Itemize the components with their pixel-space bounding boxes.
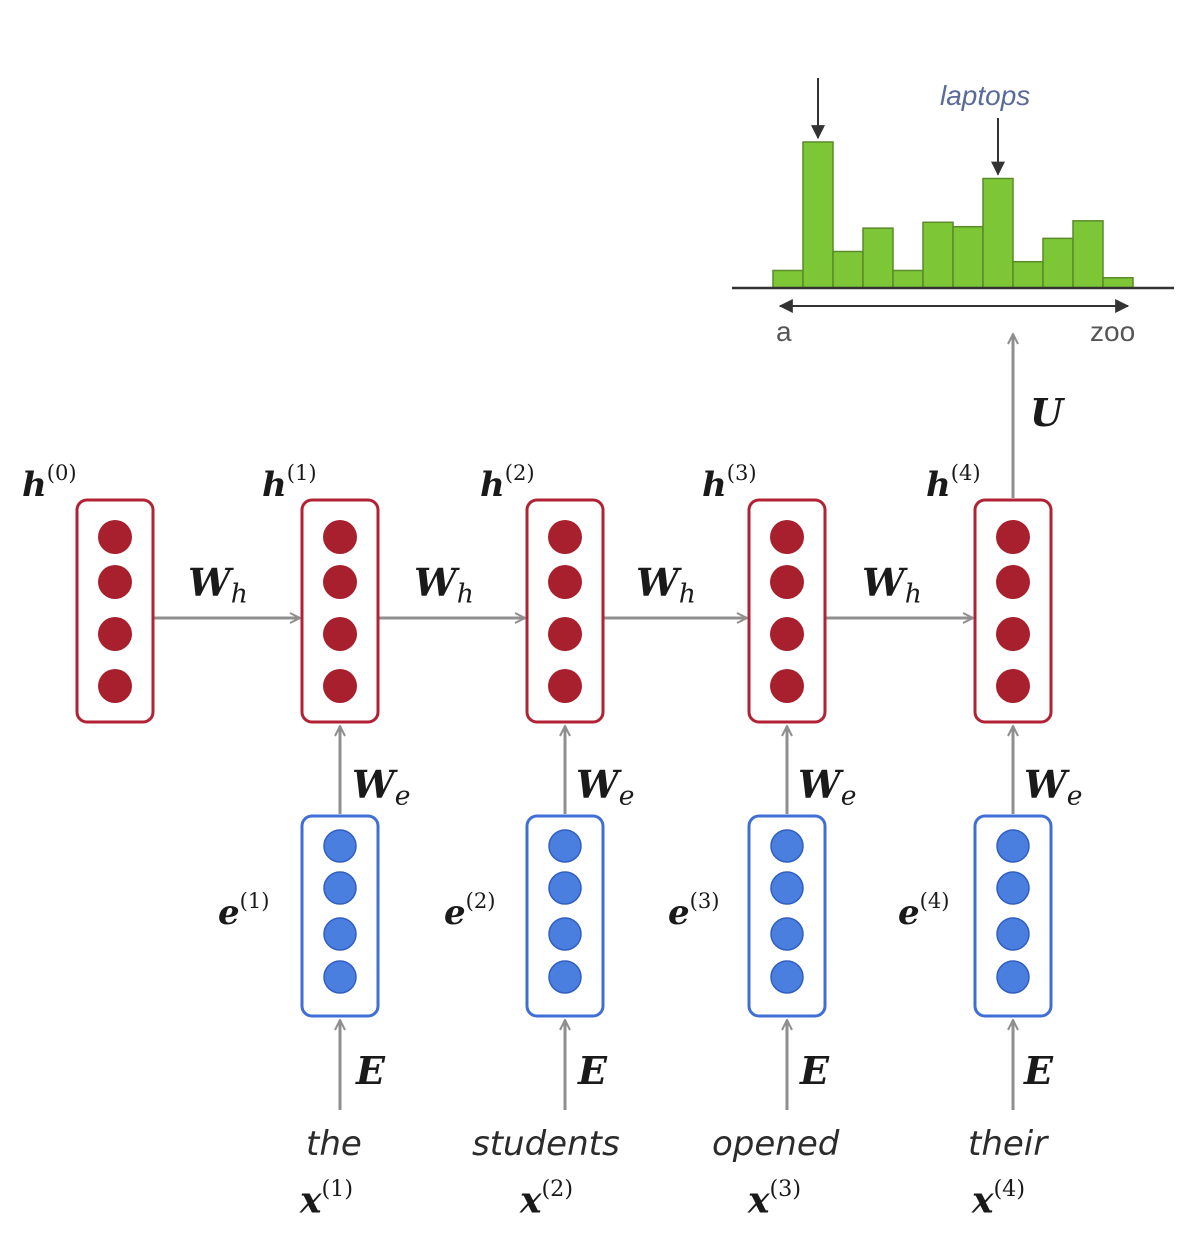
hidden-unit-2-3 bbox=[548, 617, 582, 651]
hidden-unit-1-1 bbox=[323, 520, 357, 554]
hidden-label-4: h(4) bbox=[926, 460, 981, 505]
embedding-label-1: e(1) bbox=[218, 888, 270, 933]
embedding-box-4 bbox=[973, 814, 1053, 1018]
histogram-bar-11 bbox=[1072, 220, 1104, 289]
embedding-unit-1-2 bbox=[323, 871, 357, 905]
histogram-bar-2 bbox=[802, 141, 834, 289]
hidden-unit-1-4 bbox=[323, 669, 357, 703]
histogram-bar-12 bbox=[1102, 277, 1134, 289]
histogram-bar-9 bbox=[1012, 260, 1044, 289]
embedding-box-1 bbox=[300, 814, 380, 1018]
embedding-unit-1-3 bbox=[323, 917, 357, 951]
embedding-unit-4-2 bbox=[996, 871, 1030, 905]
embedding-unit-3-2 bbox=[770, 871, 804, 905]
embedding-matrix-label-4: E bbox=[1024, 1048, 1053, 1093]
recurrent-weight-label-4: Wh bbox=[862, 560, 922, 610]
embedding-unit-4-4 bbox=[996, 960, 1030, 994]
embedding-matrix-label-2: E bbox=[578, 1048, 607, 1093]
histogram-bar-3 bbox=[832, 250, 864, 289]
embedding-weight-label-4: We bbox=[1024, 762, 1083, 812]
output-weight-label: U bbox=[1030, 390, 1064, 435]
output-distribution-histogram bbox=[732, 78, 1174, 313]
embedding-box-2 bbox=[525, 814, 605, 1018]
embedding-matrix-label-1: E bbox=[356, 1048, 385, 1093]
embedding-weight-label-2: We bbox=[576, 762, 635, 812]
histogram-bar-8 bbox=[982, 177, 1014, 289]
input-word-3: opened bbox=[712, 1124, 840, 1164]
embedding-unit-4-3 bbox=[996, 917, 1030, 951]
hidden-unit-0-1 bbox=[98, 520, 132, 554]
recurrent-weight-label-1: Wh bbox=[188, 560, 248, 610]
embedding-unit-2-1 bbox=[548, 829, 582, 863]
embedding-unit-2-4 bbox=[548, 960, 582, 994]
input-word-4: their bbox=[968, 1124, 1048, 1164]
embedding-unit-1-4 bbox=[323, 960, 357, 994]
hidden-label-3: h(3) bbox=[702, 460, 757, 505]
highlight-word-label: laptops bbox=[940, 80, 1031, 111]
hidden-label-1: h(1) bbox=[262, 460, 317, 505]
histogram-bar-10 bbox=[1042, 237, 1074, 289]
hidden-unit-2-1 bbox=[548, 520, 582, 554]
hidden-unit-4-4 bbox=[996, 669, 1030, 703]
hidden-unit-0-3 bbox=[98, 617, 132, 651]
arrows-layer bbox=[153, 334, 1013, 1110]
hidden-state-box-3 bbox=[747, 498, 827, 724]
boxes-layer bbox=[75, 498, 1053, 1018]
hidden-unit-4-2 bbox=[996, 565, 1030, 599]
input-word-2: students bbox=[472, 1124, 620, 1164]
input-label-1: x(1) bbox=[300, 1176, 354, 1222]
embedding-unit-3-4 bbox=[770, 960, 804, 994]
embedding-unit-4-1 bbox=[996, 829, 1030, 863]
vocab-end-label: zoo bbox=[1090, 316, 1136, 347]
hidden-unit-3-1 bbox=[770, 520, 804, 554]
histogram-bar-4 bbox=[862, 227, 894, 289]
vocab-start-label: a bbox=[776, 316, 792, 347]
embedding-label-3: e(3) bbox=[668, 888, 720, 933]
histogram-bar-7 bbox=[952, 225, 984, 289]
hidden-unit-2-4 bbox=[548, 669, 582, 703]
embedding-unit-3-1 bbox=[770, 829, 804, 863]
hidden-unit-0-4 bbox=[98, 669, 132, 703]
hidden-unit-3-3 bbox=[770, 617, 804, 651]
embedding-label-2: e(2) bbox=[444, 888, 496, 933]
recurrent-weight-label-3: Wh bbox=[636, 560, 696, 610]
input-label-3: x(3) bbox=[748, 1176, 802, 1222]
embedding-weight-label-3: We bbox=[798, 762, 857, 812]
hidden-state-box-1 bbox=[300, 498, 380, 724]
hidden-unit-2-2 bbox=[548, 565, 582, 599]
embedding-unit-2-2 bbox=[548, 871, 582, 905]
embedding-weight-label-1: We bbox=[352, 762, 411, 812]
hidden-label-2: h(2) bbox=[480, 460, 535, 505]
input-label-2: x(2) bbox=[520, 1176, 574, 1222]
embedding-unit-1-1 bbox=[323, 829, 357, 863]
hidden-unit-3-4 bbox=[770, 669, 804, 703]
embedding-unit-2-3 bbox=[548, 917, 582, 951]
input-word-1: the bbox=[306, 1124, 362, 1164]
embedding-matrix-label-3: E bbox=[800, 1048, 829, 1093]
hidden-unit-0-2 bbox=[98, 565, 132, 599]
embedding-box-3 bbox=[747, 814, 827, 1018]
hidden-state-box-0 bbox=[75, 498, 155, 724]
hidden-unit-3-2 bbox=[770, 565, 804, 599]
histogram-bar-1 bbox=[772, 269, 804, 289]
hidden-unit-1-3 bbox=[323, 617, 357, 651]
histogram-bar-5 bbox=[892, 269, 924, 289]
hidden-unit-1-2 bbox=[323, 565, 357, 599]
recurrent-weight-label-2: Wh bbox=[414, 560, 474, 610]
embedding-unit-3-3 bbox=[770, 917, 804, 951]
embedding-label-4: e(4) bbox=[898, 888, 950, 933]
hidden-state-box-2 bbox=[525, 498, 605, 724]
input-label-4: x(4) bbox=[972, 1176, 1026, 1222]
hidden-label-0: h(0) bbox=[22, 460, 77, 505]
hidden-unit-4-1 bbox=[996, 520, 1030, 554]
hidden-unit-4-3 bbox=[996, 617, 1030, 651]
histogram-bar-6 bbox=[922, 221, 954, 289]
hidden-state-box-4 bbox=[973, 498, 1053, 724]
